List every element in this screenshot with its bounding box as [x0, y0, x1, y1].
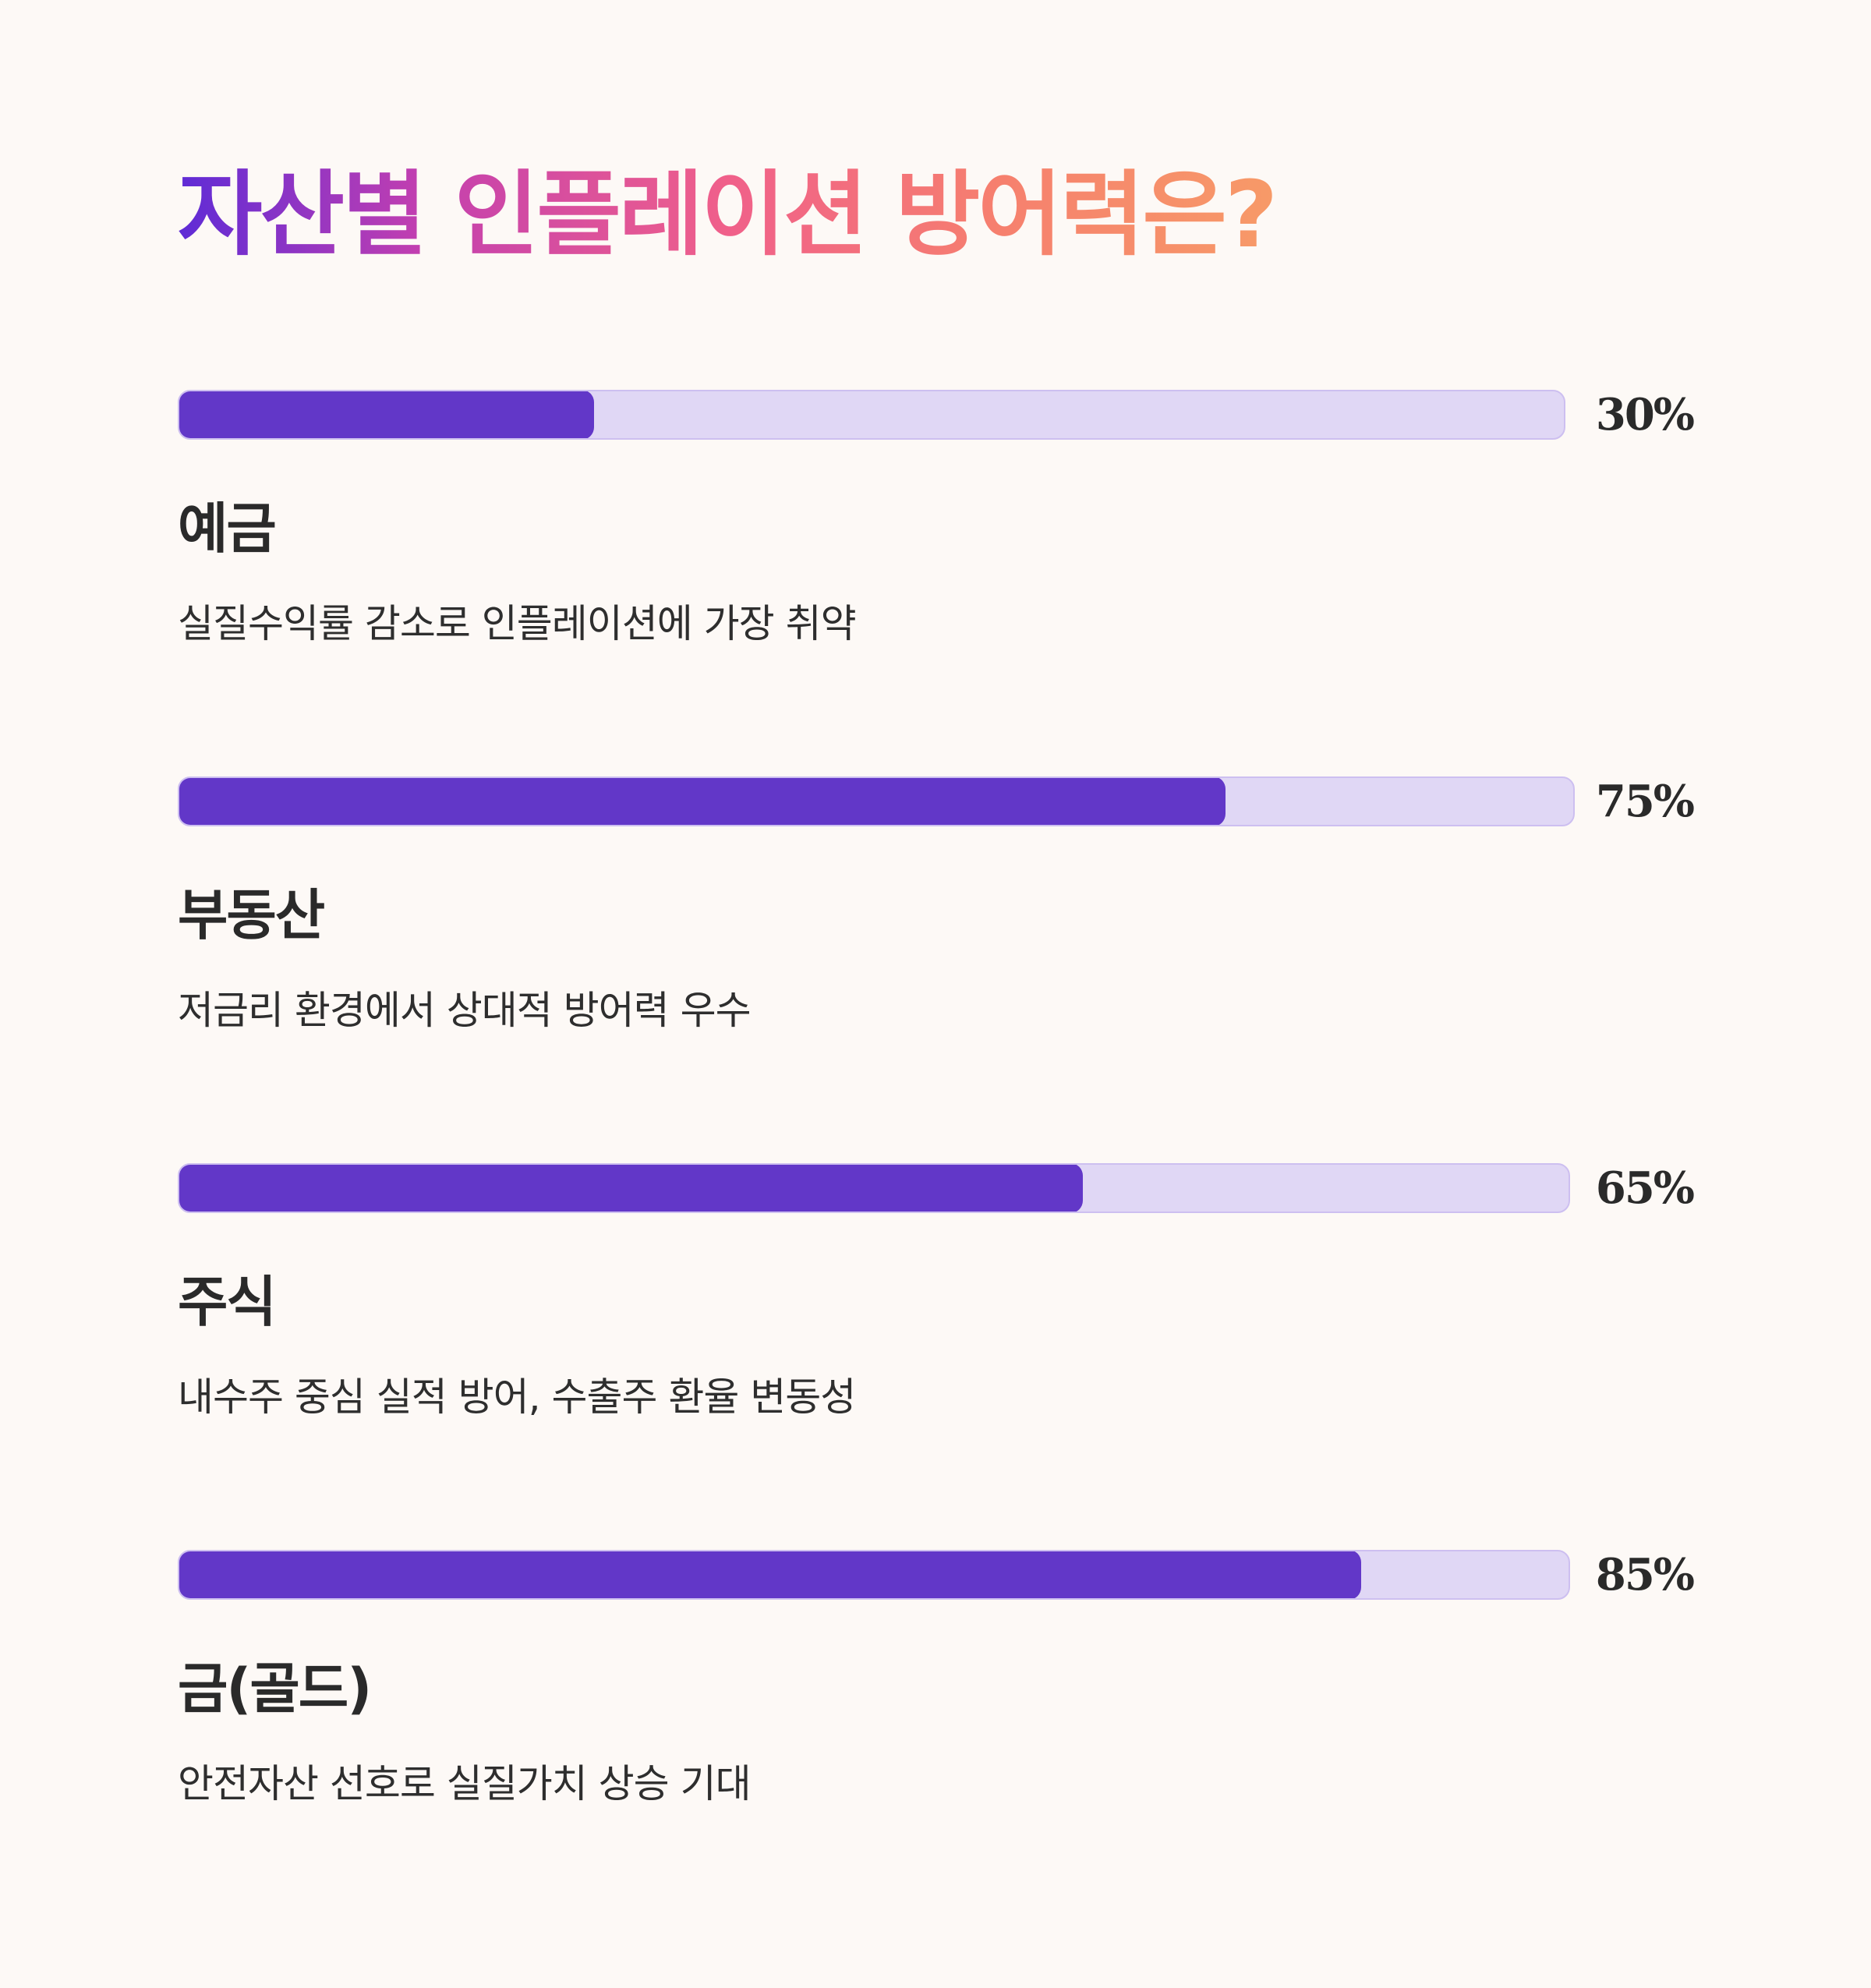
percent-label: 85%	[1595, 1549, 1695, 1601]
percent-label: 65%	[1595, 1162, 1695, 1214]
asset-description: 저금리 환경에서 상대적 방어력 우수	[178, 988, 752, 1033]
asset-description: 안전자산 선호로 실질가치 상승 기대	[178, 1761, 752, 1806]
progress-fill-stock	[179, 1165, 1083, 1212]
asset-item-stock: 65% 주식 내수주 중심 실적 방어, 수출주 환율 변동성	[178, 1162, 1695, 1491]
percent-label: 75%	[1595, 776, 1695, 827]
asset-item-real-estate: 75% 부동산 저금리 환경에서 상대적 방어력 우수	[178, 776, 1695, 1104]
asset-label: 예금	[178, 497, 277, 561]
progress-fill-gold	[179, 1551, 1362, 1598]
progress-track	[178, 1163, 1570, 1213]
asset-description: 실질수익률 감소로 인플레이션에 가장 취약	[178, 601, 857, 646]
progress-track	[178, 776, 1575, 826]
progress-track	[178, 390, 1565, 440]
percent-label: 30%	[1595, 389, 1695, 440]
progress-track	[178, 1550, 1570, 1600]
asset-label: 주식	[178, 1270, 277, 1334]
asset-label: 부동산	[178, 883, 325, 947]
page-title: 자산별 인플레이션 방어력은?	[178, 160, 1278, 271]
asset-label: 금(골드)	[178, 1657, 372, 1721]
progress-fill-real-estate	[179, 778, 1226, 825]
progress-fill-deposit	[179, 391, 594, 438]
asset-item-gold: 85% 금(골드) 안전자산 선호로 실질가치 상승 기대	[178, 1549, 1695, 1877]
asset-description: 내수주 중심 실적 방어, 수출주 환율 변동성	[178, 1374, 856, 1420]
asset-item-deposit: 30% 예금 실질수익률 감소로 인플레이션에 가장 취약	[178, 389, 1695, 717]
